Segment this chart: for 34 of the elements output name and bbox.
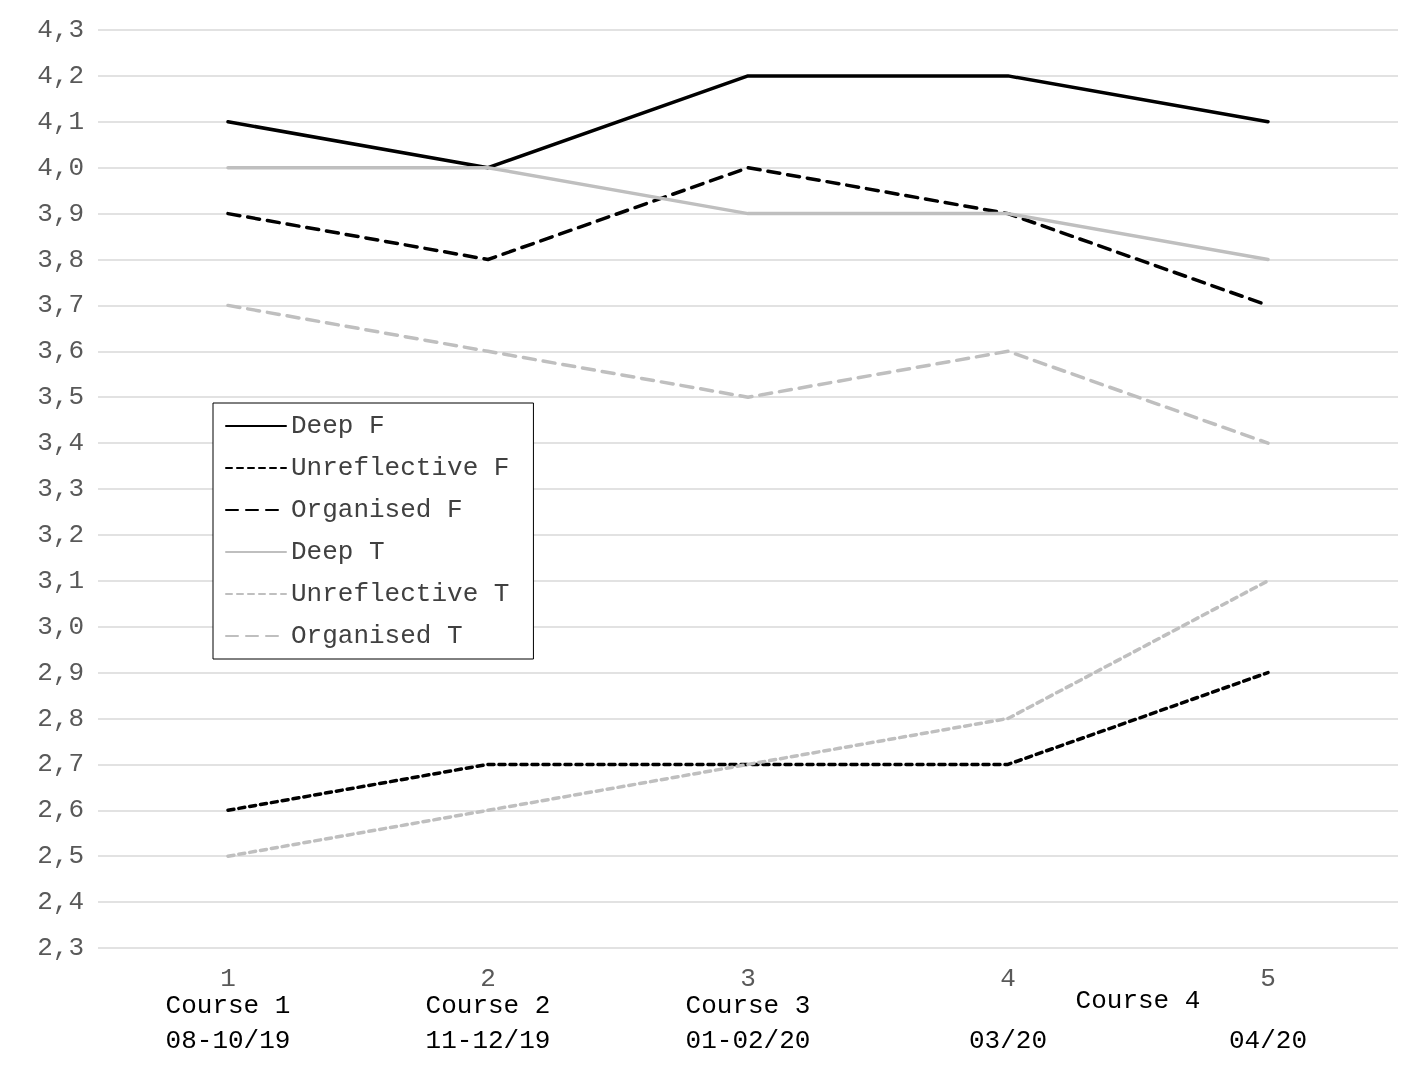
y-tick-label: 3,6: [37, 336, 84, 367]
legend-label: Organised F: [291, 495, 463, 525]
y-tick-label: 3,9: [37, 198, 84, 229]
legend-label: Unreflective T: [291, 579, 510, 609]
line-series: [226, 579, 1270, 858]
y-tick-label: 4,2: [37, 60, 84, 91]
text: Course 4: [1075, 986, 1201, 1016]
y-tick-label: 3,3: [37, 474, 84, 504]
y-tick-label: 3,7: [37, 290, 84, 321]
y-tick-label: 3,5: [37, 382, 84, 413]
y-tick-label: 3,2: [37, 519, 84, 550]
text: 03/20: [968, 1025, 1048, 1056]
line-series: [226, 303, 1270, 445]
x-tick-label: 4: [1000, 964, 1016, 994]
legend-label: Unreflective F: [291, 453, 510, 483]
y-tick-label: 2,7: [37, 749, 84, 780]
legend-label: Deep T: [291, 537, 385, 567]
text: 04/20: [1228, 1025, 1308, 1056]
y-tick-label: 4,0: [37, 152, 84, 183]
y-tick-label: 2,8: [37, 703, 84, 734]
y-tick-label: 2,5: [37, 841, 84, 872]
y-tick-label: 2,6: [37, 795, 84, 826]
y-tick-label: 3,1: [37, 565, 84, 596]
y-tick-label: 3,8: [37, 244, 84, 275]
y-tick-label: 2,4: [37, 887, 84, 918]
y-tick-label: 2,9: [37, 657, 84, 688]
x-tick-label: 5: [1260, 964, 1276, 994]
legend-label: Organised T: [291, 621, 463, 651]
y-tick-label: 4,3: [37, 15, 84, 45]
y-tick-label: 4,1: [37, 106, 84, 137]
y-tick-label: 2,3: [37, 933, 84, 963]
y-tick-label: 3,4: [37, 428, 84, 459]
y-tick-label: 3,0: [37, 611, 84, 642]
legend-label: Deep F: [291, 411, 385, 441]
